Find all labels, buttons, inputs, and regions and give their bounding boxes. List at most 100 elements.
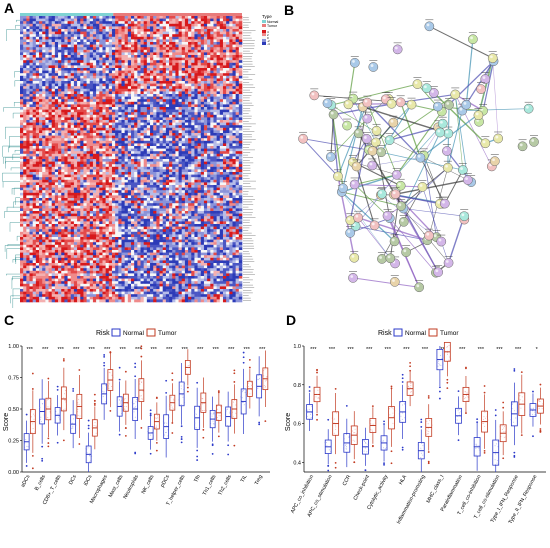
- heatmap-cell: [115, 73, 119, 77]
- heatmap-cell: [162, 122, 167, 126]
- heatmap-cell: [51, 148, 56, 152]
- heatmap-cell: [162, 135, 167, 139]
- heatmap-cell: [219, 23, 224, 27]
- heatmap-cell: [229, 166, 233, 170]
- heatmap-cell: [42, 81, 46, 84]
- heatmap-cell: [20, 130, 24, 134]
- heatmap-cell: [191, 146, 195, 149]
- heatmap-cell: [61, 109, 65, 113]
- heatmap-cell: [54, 16, 59, 19]
- heatmap-cell: [219, 99, 224, 103]
- heatmap-cell: [124, 18, 129, 22]
- heatmap-cell: [175, 185, 179, 188]
- heatmap-cell: [137, 153, 141, 157]
- heatmap-cell: [194, 47, 198, 51]
- heatmap-cell: [213, 125, 217, 129]
- heatmap-cell: [232, 42, 236, 45]
- heatmap-cell: [200, 187, 205, 191]
- heatmap-cell: [86, 42, 91, 45]
- heatmap-cell: [191, 125, 195, 129]
- heatmap-cell: [146, 122, 151, 126]
- heatmap-cell: [238, 94, 243, 97]
- heatmap-cell: [153, 172, 157, 175]
- heatmap-cell: [134, 78, 138, 82]
- heatmap-cell: [51, 156, 56, 160]
- heatmap-cell: [238, 156, 243, 160]
- heatmap-cell: [127, 143, 132, 147]
- heatmap-cell: [159, 65, 164, 69]
- heatmap-cell: [143, 122, 148, 126]
- heatmap-cell: [216, 133, 221, 136]
- heatmap-cell: [188, 23, 192, 27]
- heatmap-cell: [188, 52, 192, 56]
- heatmap-cell: [150, 101, 154, 105]
- heatmap-cell: [127, 159, 132, 162]
- heatmap-cell: [118, 146, 122, 149]
- heatmap-cell: [169, 195, 173, 199]
- heatmap-cell: [143, 49, 148, 53]
- heatmap-cell: [238, 23, 243, 27]
- heatmap-cell: [70, 36, 75, 40]
- heatmap-cell: [29, 198, 33, 201]
- heatmap-cell: [54, 161, 59, 165]
- heatmap-cell: [64, 164, 68, 168]
- heatmap-cell: [191, 62, 195, 66]
- heatmap-cell: [83, 34, 87, 38]
- heatmap-cell: [229, 86, 233, 90]
- heatmap-cell: [35, 143, 40, 147]
- heatmap-cell: [77, 135, 81, 139]
- heatmap-cell: [131, 62, 135, 66]
- heatmap-cell: [222, 151, 227, 155]
- heatmap-cell: [45, 127, 49, 131]
- heatmap-cell: [77, 49, 81, 53]
- heatmap-cell: [181, 91, 186, 95]
- heatmap-cell: [213, 166, 217, 170]
- heatmap-cell: [99, 60, 103, 64]
- heatmap-cell: [216, 117, 221, 121]
- heatmap-cell: [70, 99, 75, 103]
- heatmap-cell: [48, 135, 53, 139]
- heatmap-cell: [140, 86, 144, 90]
- heatmap-cell: [181, 94, 186, 97]
- heatmap-cell: [235, 34, 240, 38]
- heatmap-cell: [73, 182, 78, 186]
- heatmap-cell: [146, 88, 151, 92]
- heatmap-cell: [203, 83, 208, 87]
- heatmap-cell: [184, 112, 189, 116]
- heatmap-cell: [137, 107, 141, 110]
- heatmap-cell: [197, 117, 202, 121]
- heatmap-cell: [137, 18, 141, 22]
- heatmap-cell: [188, 88, 192, 92]
- heatmap-cell: [96, 140, 100, 144]
- heatmap-cell: [181, 16, 186, 19]
- heatmap-cell: [156, 125, 160, 129]
- heatmap-cell: [222, 86, 227, 90]
- heatmap-cell: [67, 26, 72, 30]
- heatmap-cell: [32, 159, 37, 162]
- heatmap-cell: [39, 198, 43, 201]
- heatmap-cell: [121, 107, 125, 110]
- heatmap-cell: [134, 133, 138, 136]
- heatmap-cell: [118, 159, 122, 162]
- heatmap-cell: [238, 26, 243, 30]
- heatmap-cell: [70, 182, 75, 186]
- heatmap-cell: [153, 36, 157, 40]
- heatmap-cell: [165, 101, 170, 105]
- heatmap-cell: [200, 169, 205, 173]
- heatmap-cell: [213, 44, 217, 48]
- heatmap-cell: [39, 166, 43, 170]
- heatmap-cell: [238, 140, 243, 144]
- heatmap-cell: [23, 195, 27, 199]
- heatmap-cell: [159, 23, 164, 27]
- heatmap-cell: [143, 192, 148, 196]
- heatmap-cell: [172, 21, 176, 25]
- heatmap-cell: [35, 81, 40, 84]
- heatmap-cell: [194, 195, 198, 199]
- heatmap-cell: [238, 138, 243, 142]
- heatmap-cell: [197, 44, 202, 48]
- heatmap-cell: [115, 169, 119, 173]
- heatmap-cell: [61, 21, 65, 25]
- heatmap-cell: [51, 21, 56, 25]
- heatmap-cell: [203, 73, 208, 77]
- heatmap-cell: [111, 83, 116, 87]
